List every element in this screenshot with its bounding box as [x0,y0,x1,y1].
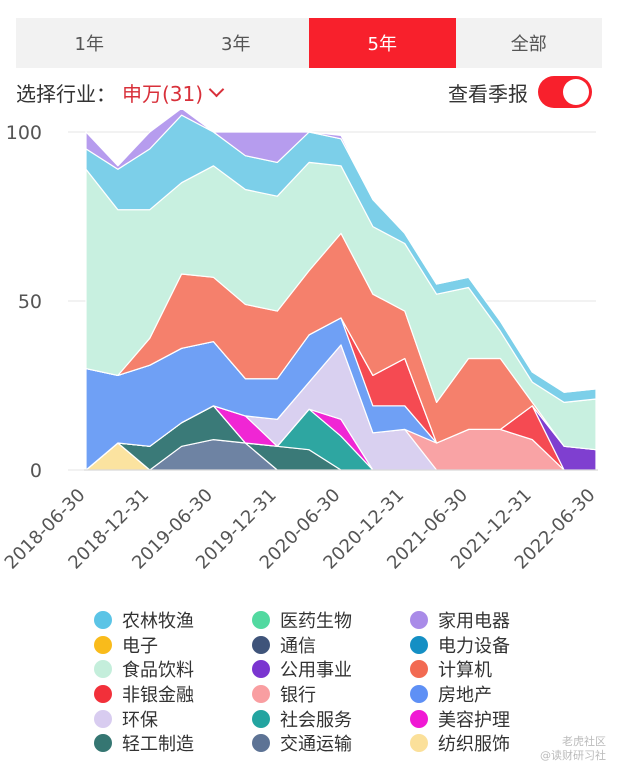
legend-label: 医药生物 [280,611,352,633]
legend-label: 轻工制造 [122,734,194,756]
toggle-knob [563,79,589,105]
legend-swatch [252,660,270,679]
legend-label: 非银金融 [122,685,194,707]
watermark-line1: 老虎社区 [562,735,606,748]
legend-label: 公用事业 [280,660,352,682]
legend-swatch [252,685,270,704]
legend-label: 电力设备 [438,635,510,657]
legend-item: 食品饮料 [94,659,252,682]
industry-dropdown[interactable]: 申万(31) [122,78,225,107]
legend-swatch [252,635,270,654]
tab-all[interactable]: 全部 [510,34,547,55]
legend-label: 美容护理 [438,709,510,731]
legend-label: 家用电器 [438,611,510,633]
legend-label: 电子 [122,635,158,657]
chart-legend: 农林牧渔 医药生物 家用电器电子 通信 电力设备食品饮料 公用事业 计算机非银金融 银行 房地产… [94,610,534,756]
quarterly-report-switch: 查看季报 [448,76,592,108]
legend-swatch [94,660,112,679]
legend-label: 农林牧渔 [122,611,194,633]
industry-allocation-chart: 0501002018-06-302018-12-312019-06-302019… [1,110,600,574]
legend-swatch [94,635,112,654]
legend-swatch [94,734,112,753]
legend-swatch [252,709,270,728]
industry-filter: 选择行业： 申万(31) [16,78,225,107]
tab-1y[interactable]: 1年 [74,34,104,55]
legend-label: 环保 [122,709,158,731]
industry-dropdown-value: 申万(31) [122,82,204,106]
y-tick-label: 50 [18,291,42,313]
legend-swatch [94,709,112,728]
legend-item: 环保 [94,708,252,731]
y-tick-label: 100 [6,122,42,144]
legend-swatch [410,611,428,630]
legend-item: 轻工制造 [94,733,252,756]
area-series [85,110,597,393]
legend-label: 社会服务 [280,709,352,731]
legend-label: 交通运输 [280,734,352,756]
tab-5y[interactable]: 5年 [309,18,456,68]
legend-item: 家用电器 [410,610,534,633]
legend-swatch [410,635,428,654]
period-tabs: 1年 3年 5年 全部 [16,18,602,68]
legend-item: 美容护理 [410,708,534,731]
industry-filter-label: 选择行业： [16,82,116,106]
legend-swatch [94,611,112,630]
legend-item: 纺织服饰 [410,733,534,756]
legend-item: 通信 [252,635,410,657]
legend-item: 交通运输 [252,733,410,756]
legend-swatch [410,685,428,704]
tab-3y[interactable]: 3年 [221,34,251,55]
legend-label: 通信 [280,635,316,657]
watermark: 老虎社区 @读财研习社 [540,735,606,763]
legend-label: 纺织服饰 [438,734,510,756]
legend-swatch [252,611,270,630]
legend-item: 农林牧渔 [94,610,252,633]
legend-swatch [410,660,428,679]
legend-label: 房地产 [438,685,492,707]
watermark-line2: @读财研习社 [540,749,606,762]
legend-label: 食品饮料 [122,660,194,682]
legend-item: 医药生物 [252,610,410,633]
legend-item: 非银金融 [94,684,252,707]
legend-item: 公用事业 [252,659,410,682]
legend-item: 电子 [94,635,252,657]
legend-item: 计算机 [410,659,534,682]
legend-swatch [94,685,112,704]
y-tick-label: 0 [30,460,42,482]
quarterly-report-label: 查看季报 [448,81,528,106]
chevron-down-icon [208,81,225,98]
legend-swatch [410,734,428,753]
legend-item: 电力设备 [410,635,534,657]
legend-swatch [410,709,428,728]
legend-label: 计算机 [438,660,492,682]
legend-label: 银行 [280,685,316,707]
legend-swatch [252,734,270,753]
legend-item: 银行 [252,684,410,707]
legend-item: 房地产 [410,684,534,707]
legend-item: 社会服务 [252,708,410,731]
quarterly-report-toggle[interactable] [538,76,592,108]
